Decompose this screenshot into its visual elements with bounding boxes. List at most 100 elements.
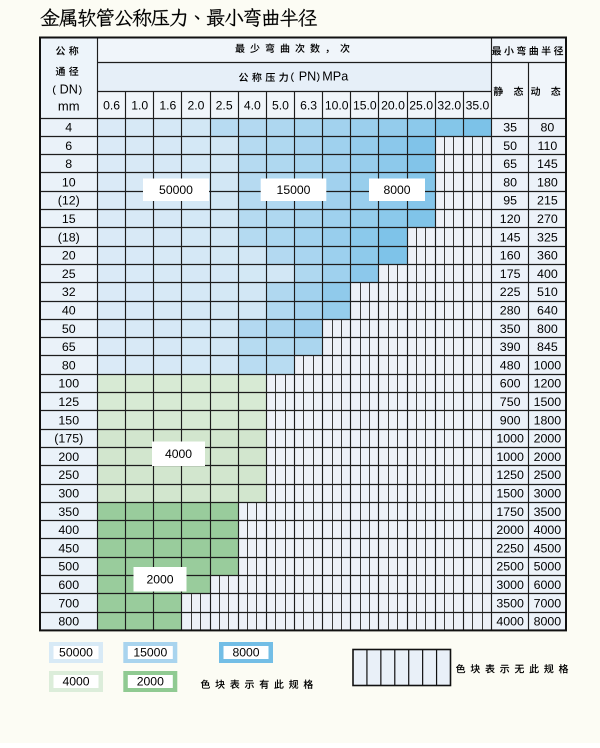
svg-text:50: 50 — [62, 322, 76, 336]
svg-text:DN: DN — [60, 83, 78, 97]
svg-text:32.0: 32.0 — [437, 99, 461, 113]
svg-text:50000: 50000 — [59, 646, 93, 660]
svg-text:2.5: 2.5 — [216, 99, 233, 113]
svg-text:750: 750 — [500, 395, 521, 409]
svg-text:(18): (18) — [58, 230, 80, 244]
svg-text:1750: 1750 — [496, 505, 524, 519]
svg-text:200: 200 — [58, 450, 79, 464]
svg-text:15000: 15000 — [277, 183, 311, 197]
svg-text:MPa: MPa — [322, 70, 348, 84]
svg-text:225: 225 — [500, 285, 521, 299]
svg-text:mm: mm — [58, 99, 80, 114]
svg-text:800: 800 — [537, 322, 558, 336]
svg-text:65: 65 — [62, 340, 76, 354]
svg-text:1000: 1000 — [496, 450, 524, 464]
svg-text:1.0: 1.0 — [131, 99, 148, 113]
svg-text:4.0: 4.0 — [244, 99, 261, 113]
svg-text:10.0: 10.0 — [325, 99, 349, 113]
svg-text:4000: 4000 — [62, 675, 89, 689]
svg-text:6.3: 6.3 — [300, 99, 317, 113]
svg-text:1500: 1500 — [534, 395, 562, 409]
svg-text:150: 150 — [58, 413, 79, 427]
svg-text:350: 350 — [58, 505, 79, 519]
svg-text:25: 25 — [62, 267, 76, 281]
svg-text:5000: 5000 — [534, 560, 562, 574]
svg-text:20: 20 — [62, 249, 76, 263]
svg-text:600: 600 — [500, 377, 521, 391]
svg-text:80: 80 — [541, 120, 555, 134]
svg-text:3000: 3000 — [534, 486, 562, 500]
svg-text:8000: 8000 — [232, 646, 259, 660]
svg-text:80: 80 — [503, 175, 517, 189]
svg-text:80: 80 — [62, 358, 76, 372]
svg-text:270: 270 — [537, 212, 558, 226]
svg-text:125: 125 — [58, 395, 79, 409]
svg-text:50: 50 — [503, 139, 517, 153]
svg-text:3500: 3500 — [534, 505, 562, 519]
svg-text:500: 500 — [58, 560, 79, 574]
svg-text:8000: 8000 — [534, 615, 562, 629]
svg-text:(175): (175) — [54, 432, 83, 446]
svg-text:110: 110 — [538, 139, 558, 153]
svg-text:7000: 7000 — [534, 596, 562, 610]
svg-text:10: 10 — [62, 175, 76, 189]
svg-text:700: 700 — [58, 596, 79, 610]
svg-text:175: 175 — [500, 267, 521, 281]
svg-text:800: 800 — [58, 615, 79, 629]
svg-text:4000: 4000 — [496, 615, 524, 629]
svg-text:640: 640 — [537, 303, 558, 317]
svg-text:280: 280 — [500, 303, 521, 317]
svg-text:1500: 1500 — [496, 486, 524, 500]
svg-text:4: 4 — [65, 120, 72, 134]
svg-text:15: 15 — [62, 212, 76, 226]
svg-text:32: 32 — [62, 285, 76, 299]
svg-text:8: 8 — [65, 157, 72, 171]
svg-text:(12): (12) — [58, 194, 80, 208]
svg-text:PN: PN — [299, 70, 317, 84]
svg-text:2000: 2000 — [137, 675, 164, 689]
svg-text:400: 400 — [58, 523, 79, 537]
svg-text:160: 160 — [500, 249, 521, 263]
svg-text:4000: 4000 — [534, 523, 562, 537]
svg-text:1800: 1800 — [534, 413, 562, 427]
svg-text:1.6: 1.6 — [159, 99, 176, 113]
svg-text:4500: 4500 — [534, 541, 562, 555]
svg-text:5.0: 5.0 — [272, 99, 289, 113]
svg-text:40: 40 — [62, 303, 76, 317]
svg-text:50000: 50000 — [159, 183, 193, 197]
svg-text:325: 325 — [537, 230, 558, 244]
svg-text:2.0: 2.0 — [188, 99, 205, 113]
svg-text:3000: 3000 — [496, 578, 524, 592]
svg-text:300: 300 — [58, 486, 79, 500]
svg-text:400: 400 — [537, 267, 558, 281]
svg-text:35: 35 — [503, 120, 517, 134]
svg-text:2500: 2500 — [534, 468, 562, 482]
svg-text:6000: 6000 — [534, 578, 562, 592]
svg-text:2000: 2000 — [534, 450, 562, 464]
svg-text:1000: 1000 — [534, 358, 562, 372]
svg-text:6: 6 — [65, 139, 72, 153]
svg-text:250: 250 — [58, 468, 79, 482]
svg-text:20.0: 20.0 — [381, 99, 405, 113]
svg-text:450: 450 — [58, 541, 79, 555]
svg-text:1200: 1200 — [534, 377, 562, 391]
svg-text:390: 390 — [500, 340, 521, 354]
svg-text:480: 480 — [500, 358, 521, 372]
svg-text:900: 900 — [500, 413, 521, 427]
svg-text:4000: 4000 — [165, 447, 192, 461]
svg-text:180: 180 — [537, 175, 558, 189]
svg-text:2250: 2250 — [496, 541, 524, 555]
svg-text:15.0: 15.0 — [353, 99, 377, 113]
svg-text:145: 145 — [537, 157, 558, 171]
svg-text:65: 65 — [503, 157, 517, 171]
svg-text:845: 845 — [537, 340, 558, 354]
svg-text:600: 600 — [58, 578, 79, 592]
svg-text:2000: 2000 — [146, 573, 173, 587]
svg-text:350: 350 — [500, 322, 521, 336]
svg-text:120: 120 — [500, 212, 521, 226]
svg-text:2000: 2000 — [534, 432, 562, 446]
svg-text:100: 100 — [58, 377, 79, 391]
svg-text:360: 360 — [537, 249, 558, 263]
svg-text:15000: 15000 — [133, 646, 167, 660]
svg-text:2500: 2500 — [496, 560, 524, 574]
